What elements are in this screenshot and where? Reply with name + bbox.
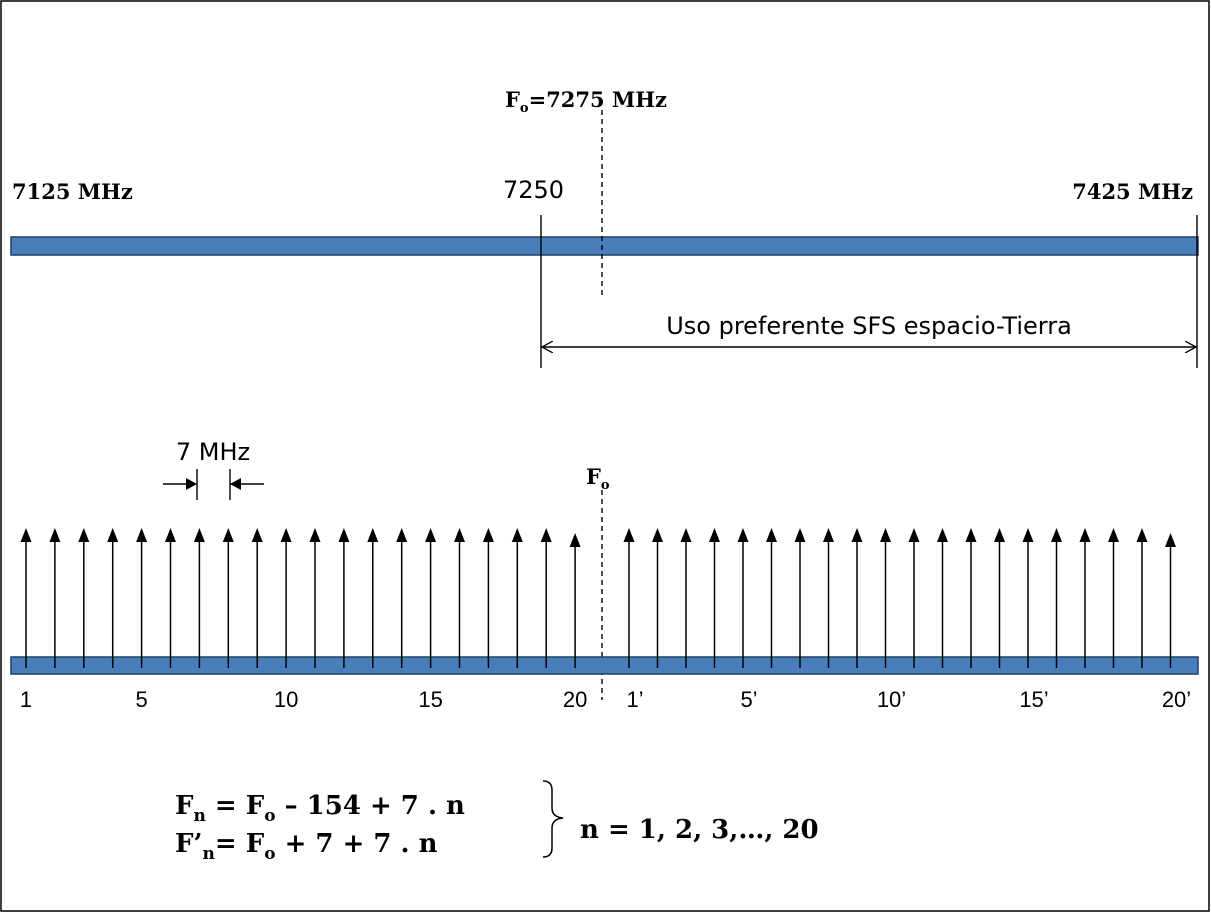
- channel-lower-1-arrowhead: [20, 528, 32, 542]
- channel-label-lower-10: 10: [274, 687, 298, 712]
- channel-section: 7 MHz Fo 1 5 10 15 20 1’ 5’ 10’ 15’ 20’: [10, 438, 1199, 712]
- channel-upper-9-arrowhead: [851, 528, 863, 542]
- channel-upper-19-arrowhead: [1136, 528, 1148, 542]
- channel-lower-2-arrowhead: [49, 528, 61, 542]
- channel-upper-11-arrowhead: [908, 528, 920, 542]
- channel-upper-17-arrowhead: [1079, 528, 1091, 542]
- band-split-label: 7250: [503, 176, 564, 204]
- channel-upper-8-arrowhead: [823, 528, 834, 542]
- channel-lower-16-arrowhead: [454, 528, 465, 542]
- channel-lower-18-arrowhead: [511, 528, 523, 542]
- channel-lower-13-arrowhead: [367, 528, 379, 542]
- top-band-section: Fo=7275 MHz 7125 MHz 7425 MHz 7250 Uso p…: [10, 87, 1199, 368]
- channel-upper-6-arrowhead: [766, 528, 777, 542]
- channel-arrows: [20, 528, 1176, 668]
- channel-lower-5-arrowhead: [136, 528, 148, 542]
- channel-band-bar: [10, 656, 1199, 675]
- channel-label-upper-5: 5’: [740, 687, 757, 712]
- channel-label-lower-1: 1: [20, 687, 32, 712]
- frequency-band-bar: [10, 236, 1199, 256]
- formula-brace: [542, 780, 564, 858]
- channel-upper-1-arrowhead: [623, 528, 635, 542]
- channel-upper-7-arrowhead: [794, 528, 806, 542]
- spacing-label: 7 MHz: [176, 438, 250, 466]
- channel-lower-15-arrowhead: [425, 528, 437, 542]
- center-marker-label: Fo: [586, 464, 610, 493]
- channel-label-upper-1: 1’: [626, 687, 643, 712]
- formula-upper-channels: F’n= Fo + 7 + 7 . n: [175, 829, 438, 864]
- channel-upper-5-arrowhead: [737, 528, 749, 542]
- channel-label-lower-15: 15: [418, 687, 442, 712]
- channel-upper-13-arrowhead: [965, 528, 977, 542]
- channel-lower-14-arrowhead: [396, 528, 408, 542]
- formula-section: Fn = Fo – 154 + 7 . n F’n= Fo + 7 + 7 . …: [175, 780, 819, 864]
- formula-lower-channels: Fn = Fo – 154 + 7 . n: [175, 791, 465, 826]
- spacing-arrowhead-left: [186, 478, 197, 490]
- formula-range: n = 1, 2, 3,…, 20: [580, 815, 819, 845]
- channel-lower-12-arrowhead: [338, 528, 350, 542]
- channel-upper-10-arrowhead: [880, 528, 891, 542]
- channel-lower-8-arrowhead: [222, 528, 234, 542]
- channel-label-upper-15: 15’: [1019, 687, 1048, 712]
- preferred-use-label: Uso preferente SFS espacio-Tierra: [666, 312, 1072, 340]
- channel-upper-15-arrowhead: [1022, 528, 1034, 542]
- channel-label-lower-5: 5: [135, 687, 147, 712]
- center-frequency-label: Fo=7275 MHz: [505, 87, 667, 116]
- channel-lower-6-arrowhead: [165, 528, 176, 542]
- channel-lower-19-arrowhead: [540, 528, 552, 542]
- spacing-arrowhead-right: [230, 478, 241, 490]
- channel-label-lower-20: 20: [563, 687, 587, 712]
- channel-lower-3-arrowhead: [78, 528, 90, 542]
- band-start-label: 7125 MHz: [12, 179, 133, 204]
- channel-lower-9-arrowhead: [251, 528, 263, 542]
- channel-upper-14-arrowhead: [994, 528, 1005, 542]
- channel-lower-20-arrowhead: [569, 533, 581, 547]
- channel-upper-4-arrowhead: [709, 528, 720, 542]
- channel-upper-16-arrowhead: [1051, 528, 1062, 542]
- channel-label-upper-20: 20’: [1162, 687, 1191, 712]
- channel-labels: 1 5 10 15 20 1’ 5’ 10’ 15’ 20’: [20, 687, 1191, 712]
- channel-upper-3-arrowhead: [680, 528, 692, 542]
- channel-upper-2-arrowhead: [652, 528, 663, 542]
- channel-lower-4-arrowhead: [107, 528, 119, 542]
- channel-upper-18-arrowhead: [1108, 528, 1119, 542]
- band-end-label: 7425 MHz: [1072, 179, 1193, 204]
- channel-lower-11-arrowhead: [309, 528, 321, 542]
- channel-upper-20-arrowhead: [1165, 533, 1176, 547]
- channel-lower-17-arrowhead: [482, 528, 494, 542]
- channel-lower-10-arrowhead: [280, 528, 292, 542]
- channel-upper-12-arrowhead: [937, 528, 948, 542]
- channel-label-upper-10: 10’: [877, 687, 906, 712]
- channel-lower-7-arrowhead: [193, 528, 205, 542]
